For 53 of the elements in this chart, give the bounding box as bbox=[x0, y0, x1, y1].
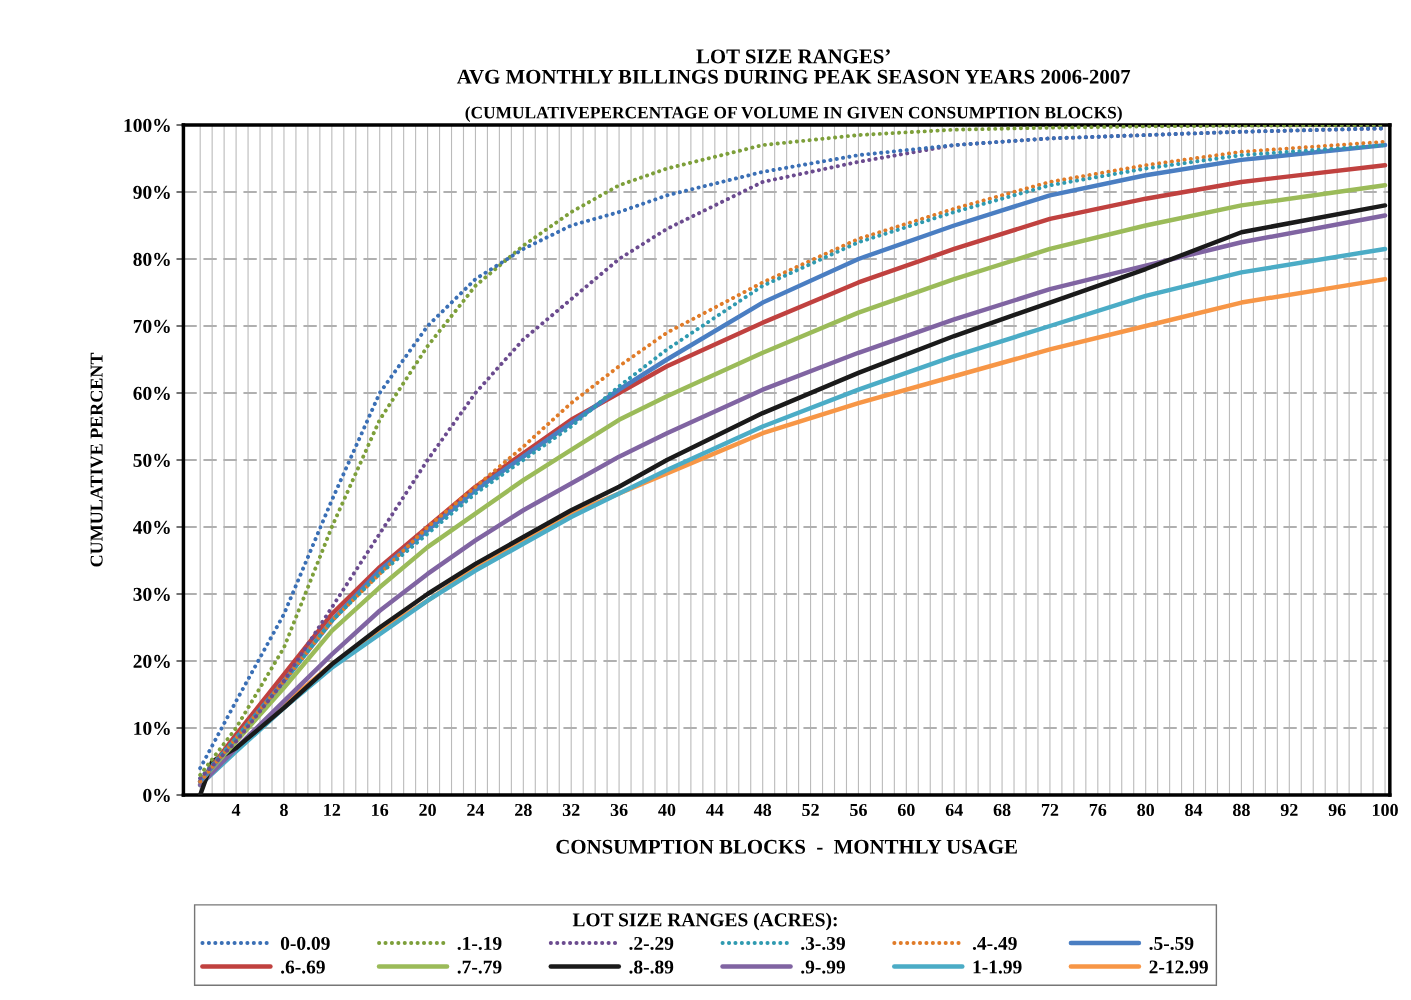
y-tick-label: 90% bbox=[133, 185, 170, 199]
x-tick-label: 44 bbox=[706, 803, 724, 816]
chart-title: LOT SIZE RANGES’ AVG MONTHLY BILLINGS DURING PEAK SEASON YEARS 2006-2007 bbox=[456, 49, 1131, 84]
x-tick-label: 100 bbox=[1372, 803, 1398, 817]
x-tick-label: 48 bbox=[753, 803, 772, 817]
legend-label: .2-.29 bbox=[629, 936, 674, 951]
x-tick-label: 16 bbox=[372, 803, 389, 817]
x-tick-label: 64 bbox=[945, 803, 963, 817]
x-tick-label: 76 bbox=[1089, 803, 1107, 817]
legend-title: LOT SIZE RANGES (ACRES): bbox=[572, 912, 837, 931]
y-tick-label: 70% bbox=[133, 319, 170, 333]
legend-label: 2-12.99 bbox=[1149, 960, 1208, 974]
x-tick-label: 92 bbox=[1280, 803, 1298, 817]
x-tick-label: 4 bbox=[231, 803, 241, 816]
x-tick-label: 24 bbox=[467, 803, 485, 816]
x-tick-label: 40 bbox=[658, 803, 676, 817]
y-tick-label: 20% bbox=[133, 654, 170, 668]
x-tick-label: 8 bbox=[280, 803, 288, 817]
x-tick-label: 56 bbox=[850, 803, 867, 817]
chart-subtitle: (CUMULATIVEPERCENTAGE OF VOLUME IN GIVEN CONSUMPTION BLOCKS) bbox=[465, 106, 1122, 122]
x-tick-label: 52 bbox=[802, 803, 819, 817]
legend-label: .5-.59 bbox=[1149, 936, 1194, 951]
x-tick-label: 68 bbox=[993, 803, 1011, 817]
x-tick-label: 12 bbox=[324, 803, 341, 816]
x-tick-label: 80 bbox=[1137, 803, 1155, 817]
y-tick-label: 30% bbox=[133, 587, 170, 601]
y-tick-label: 0% bbox=[143, 788, 170, 802]
legend-label: 1-1.99 bbox=[973, 960, 1022, 974]
y-tick-label: 10% bbox=[134, 721, 170, 735]
legend-label: 0-0.09 bbox=[280, 936, 330, 951]
x-tick-label: 72 bbox=[1041, 803, 1059, 816]
legend-label: .8-.89 bbox=[629, 960, 674, 974]
x-tick-label: 84 bbox=[1185, 803, 1203, 817]
y-tick-label: 50% bbox=[133, 453, 170, 467]
legend-label: .9-.99 bbox=[801, 960, 845, 974]
legend-label: .1-.19 bbox=[457, 936, 502, 951]
legend-label: .7-.79 bbox=[457, 960, 502, 974]
x-tick-label: 60 bbox=[897, 803, 915, 817]
x-tick-label: 36 bbox=[610, 803, 628, 817]
y-axis-title: CUMULATIVE PERCENT bbox=[90, 352, 103, 567]
x-tick-label: 32 bbox=[562, 803, 580, 817]
x-tick-label: 88 bbox=[1233, 803, 1250, 817]
y-tick-label: 40% bbox=[133, 520, 170, 534]
y-tick-label: 80% bbox=[133, 252, 170, 266]
x-tick-label: 28 bbox=[515, 803, 532, 817]
x-tick-label: 96 bbox=[1328, 803, 1346, 817]
x-axis-title: CONSUMPTION BLOCKS - MONTHLY USAGE bbox=[556, 839, 1017, 854]
legend-label: .4-.49 bbox=[972, 936, 1017, 951]
y-tick-label: 100% bbox=[124, 118, 170, 132]
y-tick-label: 60% bbox=[133, 386, 170, 400]
legend-label: .3-.39 bbox=[801, 936, 845, 951]
legend-label: .6-.69 bbox=[281, 960, 325, 974]
x-tick-label: 20 bbox=[419, 803, 436, 817]
